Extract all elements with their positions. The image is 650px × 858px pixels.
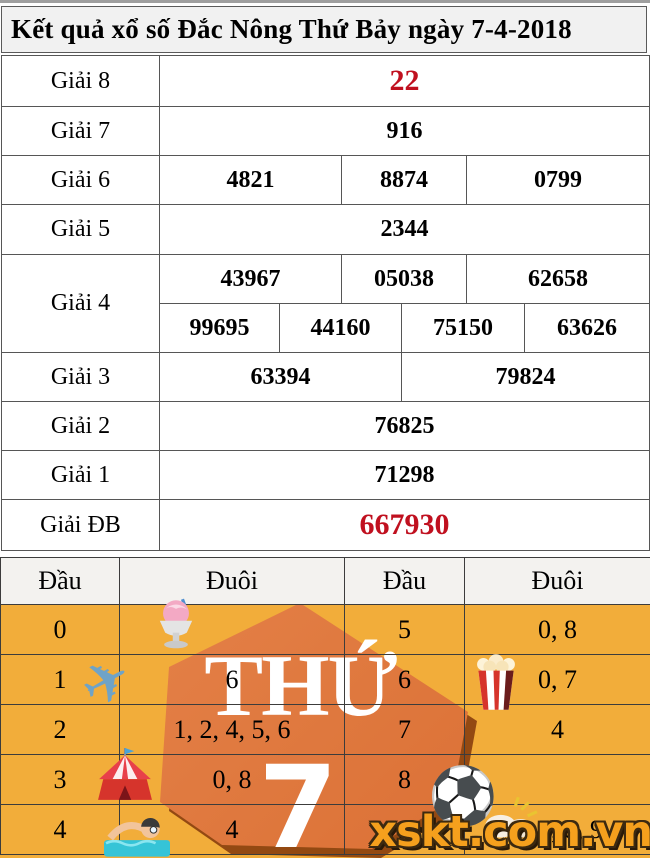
dau-6: 6 bbox=[344, 654, 465, 705]
prize-label-g8: Giải 8 bbox=[1, 55, 160, 107]
table-row: Giải 6 4821 8874 0799 bbox=[1, 155, 650, 205]
prize-value-g4-3: 62658 bbox=[465, 254, 650, 304]
prize-value-g8: 22 bbox=[158, 55, 650, 107]
prize-label-g3: Giải 3 bbox=[1, 352, 160, 402]
prize-value-g2: 76825 bbox=[158, 401, 650, 451]
swimmer-icon bbox=[104, 817, 170, 857]
shaved-ice-icon bbox=[159, 598, 193, 649]
dau-0: 0 bbox=[0, 604, 120, 655]
table-row: Giải 5 2344 bbox=[1, 204, 650, 255]
dau-4: 4 bbox=[0, 804, 120, 855]
header-dau-right: Đầu bbox=[344, 557, 465, 605]
table-row: Giải 3 63394 79824 bbox=[1, 352, 650, 402]
prize-label-g5: Giải 5 bbox=[1, 204, 160, 255]
prize-value-g6-3: 0799 bbox=[465, 155, 650, 205]
prize-value-g4-4: 99695 bbox=[159, 303, 280, 353]
prize-value-g6-1: 4821 bbox=[159, 155, 342, 205]
prize-value-g4-5: 44160 bbox=[279, 303, 402, 353]
circus-tent-icon bbox=[98, 748, 152, 800]
soccer-ball-icon: ⚽ bbox=[428, 764, 498, 829]
table-row: Đầu Đuôi Đầu Đuôi bbox=[0, 557, 650, 605]
dau-7: 7 bbox=[344, 704, 465, 755]
table-row: 2 1, 2, 4, 5, 6 7 4 bbox=[0, 704, 650, 755]
header-duoi-left: Đuôi bbox=[119, 557, 345, 605]
prize-value-g4-1: 43967 bbox=[159, 254, 342, 304]
table-row: 4 4 9 4, 5, 8, 9 bbox=[0, 804, 650, 855]
table-row: Giải 8 22 bbox=[1, 55, 650, 107]
table-row: Giải 7 916 bbox=[1, 106, 650, 156]
prize-value-g3-2: 79824 bbox=[400, 352, 650, 402]
results-table: Giải 8 22 Giải 7 916 Giải 6 4821 8874 07… bbox=[1, 55, 650, 551]
table-row: 0 5 0, 8 bbox=[0, 604, 650, 655]
prize-label-g6: Giải 6 bbox=[1, 155, 160, 205]
popcorn-icon bbox=[477, 654, 515, 710]
duoi-1: 6 bbox=[119, 654, 345, 705]
prize-value-g1: 71298 bbox=[158, 450, 650, 500]
prize-value-g7: 916 bbox=[158, 106, 650, 156]
prize-value-g4-6: 75150 bbox=[401, 303, 525, 353]
duoi-0 bbox=[119, 604, 345, 655]
title-bar: Kết quả xổ số Đắc Nông Thứ Bảy ngày 7-4-… bbox=[1, 6, 647, 53]
prize-value-g4-7: 63626 bbox=[523, 303, 650, 353]
top-divider bbox=[0, 0, 650, 3]
table-row: 3 0, 8 8 bbox=[0, 754, 650, 805]
table-row: Giải 4 43967 05038 62658 bbox=[1, 254, 650, 353]
duoi-2: 1, 2, 4, 5, 6 bbox=[119, 704, 345, 755]
prize-label-g7: Giải 7 bbox=[1, 106, 160, 156]
page-title: Kết quả xổ số Đắc Nông Thứ Bảy ngày 7-4-… bbox=[11, 14, 572, 44]
prize-value-g5: 2344 bbox=[158, 204, 650, 255]
prize-label-g4: Giải 4 bbox=[1, 254, 160, 353]
clapping-hands-icon bbox=[485, 797, 538, 838]
table-row: 99695 44160 75150 63626 bbox=[2, 303, 650, 353]
watermark-xskt: xskt.com.vn bbox=[369, 807, 650, 857]
dau-2: 2 bbox=[0, 704, 120, 755]
dau-5: 5 bbox=[344, 604, 465, 655]
dau-8: 8 bbox=[344, 754, 465, 805]
duoi-7: 4 bbox=[464, 704, 650, 755]
prize-value-g4-2: 05038 bbox=[341, 254, 467, 304]
dau-9: 9 bbox=[344, 804, 465, 855]
prize-value-db: 667930 bbox=[158, 499, 650, 551]
prize-value-g3-1: 63394 bbox=[159, 352, 402, 402]
header-dau-left: Đầu bbox=[0, 557, 120, 605]
duoi-5: 0, 8 bbox=[464, 604, 650, 655]
prize-label-g1: Giải 1 bbox=[1, 450, 160, 500]
prize-value-g6-2: 8874 bbox=[341, 155, 467, 205]
table-row: Giải 2 76825 bbox=[1, 401, 650, 451]
stats-section: THỨ 7 Đầu Đuôi Đầu Đuôi 0 5 0, 8 bbox=[0, 557, 650, 858]
prize-label-db: Giải ĐB bbox=[1, 499, 160, 551]
prize-label-g2: Giải 2 bbox=[1, 401, 160, 451]
table-row: Giải ĐB 667930 bbox=[1, 499, 650, 551]
duoi-8 bbox=[464, 754, 650, 805]
table-row: Giải 1 71298 bbox=[1, 450, 650, 500]
header-duoi-right: Đuôi bbox=[464, 557, 650, 605]
